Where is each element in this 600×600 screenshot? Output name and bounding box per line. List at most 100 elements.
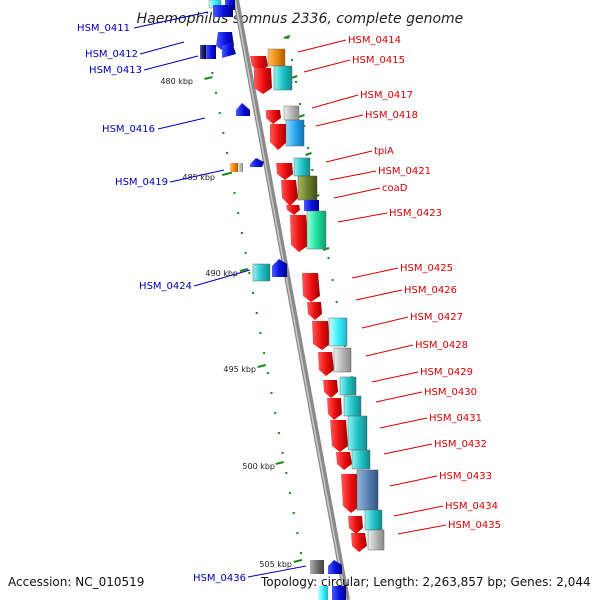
gene-label-hsm0421[interactable]: HSM_0421 <box>378 166 431 177</box>
gene-arrow-hsm0433[interactable] <box>341 474 360 513</box>
gene-block-mint[interactable] <box>306 210 327 250</box>
gene-arrow-hsm0424[interactable] <box>272 259 287 277</box>
gene-arrow-hsm0421[interactable] <box>281 180 298 206</box>
gene-arrow-hsm0418[interactable] <box>270 124 287 150</box>
gene-arrow-hsm0434[interactable] <box>348 516 363 534</box>
gene-label-hsm0411[interactable]: HSM_0411 <box>77 23 130 34</box>
scale-dot-left <box>274 412 277 414</box>
topology-text: Topology: circular; Length: 2,263,857 bp… <box>260 575 591 589</box>
gene-label-hsm0412[interactable]: HSM_0412 <box>85 49 138 60</box>
scale-dot-right <box>327 257 330 259</box>
gene-block-ltcyan-bottom[interactable] <box>318 586 328 600</box>
gene-block-cyan-0432[interactable] <box>351 449 371 470</box>
gene-label-hsm0433[interactable]: HSM_0433 <box>439 471 492 482</box>
gene-block-ltcyan-0427[interactable] <box>328 317 348 347</box>
scale-dot-left <box>222 132 225 134</box>
gene-label-hsm0417[interactable]: HSM_0417 <box>360 90 413 101</box>
scale-dot-left <box>292 512 295 514</box>
gene-block-olive[interactable] <box>297 175 318 201</box>
gene-arrow-hsm0436[interactable] <box>328 560 342 574</box>
gene-block-steel[interactable] <box>356 469 379 511</box>
gene-block-cyan-0434[interactable] <box>364 509 383 531</box>
gene-label-hsm0425[interactable]: HSM_0425 <box>400 263 453 274</box>
gene-block-darkgray-0436[interactable] <box>310 560 324 574</box>
gene-block-orange[interactable] <box>267 48 286 67</box>
scale-dot-left <box>270 392 273 394</box>
gene-block-orange-0419[interactable] <box>230 163 238 172</box>
gene-arrow-hsm0417[interactable] <box>266 110 281 124</box>
gene-label-hsm0419[interactable]: HSM_0419 <box>115 177 168 188</box>
gene-label-hsm0436[interactable]: HSM_0436 <box>193 573 246 584</box>
scale-dot-left <box>255 312 258 314</box>
scale-dot-left <box>244 252 247 254</box>
gene-block-cyan-0431[interactable] <box>347 415 368 451</box>
gene-block-cyan-tpia[interactable] <box>293 157 311 177</box>
gene-block-gray-0428[interactable] <box>333 347 352 373</box>
gene-label-hsm0426[interactable]: HSM_0426 <box>404 285 457 296</box>
gene-block-blue-coad[interactable] <box>304 200 319 211</box>
gene-arrow-hsm0426[interactable] <box>307 302 322 320</box>
gene-label-hsm0418[interactable]: HSM_0418 <box>365 110 418 121</box>
map-title: Haemophilus somnus 2336, complete genome <box>137 11 464 27</box>
scale-tick <box>239 268 249 272</box>
gene-label-hsm0423[interactable]: HSM_0423 <box>389 208 442 219</box>
gene-block-cyan-0429[interactable] <box>339 376 357 396</box>
scale-dot-right <box>335 301 338 303</box>
gene-label-hsm0434[interactable]: HSM_0434 <box>445 501 498 512</box>
gene-arrow-coad[interactable] <box>286 205 300 215</box>
gene-arrow-hsm0415[interactable] <box>254 68 272 94</box>
gene-label-hsm0432[interactable]: HSM_0432 <box>434 439 487 450</box>
gene-arrow-hsm0416[interactable] <box>236 103 250 116</box>
gene-arrow-hsm0423[interactable] <box>290 215 309 252</box>
gene-arrow-hsm0430[interactable] <box>327 398 342 420</box>
gene-block-gray-0417[interactable] <box>283 105 300 121</box>
accession-text: Accession: NC_010519 <box>8 575 144 589</box>
gene-block-gray-0419[interactable] <box>238 163 243 172</box>
gene-arrow-hsm0413[interactable] <box>222 42 236 58</box>
gene-label-hsm0416[interactable]: HSM_0416 <box>102 124 155 135</box>
gene-arrow-hsm0411[interactable] <box>213 5 233 17</box>
gene-block-cyan-0430[interactable] <box>343 395 362 417</box>
gene-label-hsm0429[interactable]: HSM_0429 <box>420 367 473 378</box>
gene-label-hsm0431[interactable]: HSM_0431 <box>429 413 482 424</box>
scale-dot-left <box>226 152 229 154</box>
gene-label-hsm0430[interactable]: HSM_0430 <box>424 387 477 398</box>
scale-label-495: 495 kbp <box>223 365 256 374</box>
gene-label-hsm0413[interactable]: HSM_0413 <box>89 65 142 76</box>
gene-block-cyan-0424[interactable] <box>252 263 271 282</box>
gene-arrow-hsm0432[interactable] <box>336 452 352 470</box>
gene-label-hsm0427[interactable]: HSM_0427 <box>410 312 463 323</box>
scale-tick <box>221 172 231 176</box>
scale-dot-left <box>229 172 232 174</box>
gene-label-hsm0414[interactable]: HSM_0414 <box>348 35 401 46</box>
gene-label-tpia[interactable]: tpiA <box>374 146 394 157</box>
gene-arrow-hsm0427[interactable] <box>312 321 330 350</box>
gene-block-sky-0418[interactable] <box>285 119 305 147</box>
gene-arrow-hsm0435[interactable] <box>351 533 367 552</box>
gene-arrow-hsm0429[interactable] <box>323 380 338 398</box>
gene-arrow-hsm0425[interactable] <box>302 273 320 302</box>
gene-arrow-hsm0419[interactable] <box>250 158 264 167</box>
gene-block-blue-bottom[interactable] <box>332 586 346 600</box>
scale-dot-left <box>259 332 262 334</box>
gene-block-blue-2[interactable] <box>206 45 216 59</box>
gene-label-coad[interactable]: coaD <box>382 183 408 194</box>
scale-labels: 480 kbp 485 kbp 490 kbp 495 kbp 500 kbp … <box>160 77 292 569</box>
gene-label-hsm0415[interactable]: HSM_0415 <box>352 55 405 66</box>
gene-block-gray-0435[interactable] <box>367 529 385 551</box>
gene-arrow-tpia[interactable] <box>276 163 293 180</box>
gene-block-cyan-0415[interactable] <box>273 65 293 91</box>
scale-dot-left <box>281 452 284 454</box>
gene-arrow-hsm0431[interactable] <box>330 420 348 452</box>
scale-tick <box>204 76 213 80</box>
gene-label-hsm0428[interactable]: HSM_0428 <box>415 340 468 351</box>
gene-block-navy[interactable] <box>200 45 206 59</box>
scale-dot-right <box>286 37 289 39</box>
scale-dot-left <box>233 192 236 194</box>
gene-label-hsm0435[interactable]: HSM_0435 <box>448 520 501 531</box>
scale-dot-left <box>215 92 217 94</box>
scale-dot-left <box>252 292 254 294</box>
scale-dot-left <box>248 272 251 274</box>
gene-label-hsm0424[interactable]: HSM_0424 <box>139 281 192 292</box>
gene-arrow-hsm0428[interactable] <box>318 352 334 376</box>
